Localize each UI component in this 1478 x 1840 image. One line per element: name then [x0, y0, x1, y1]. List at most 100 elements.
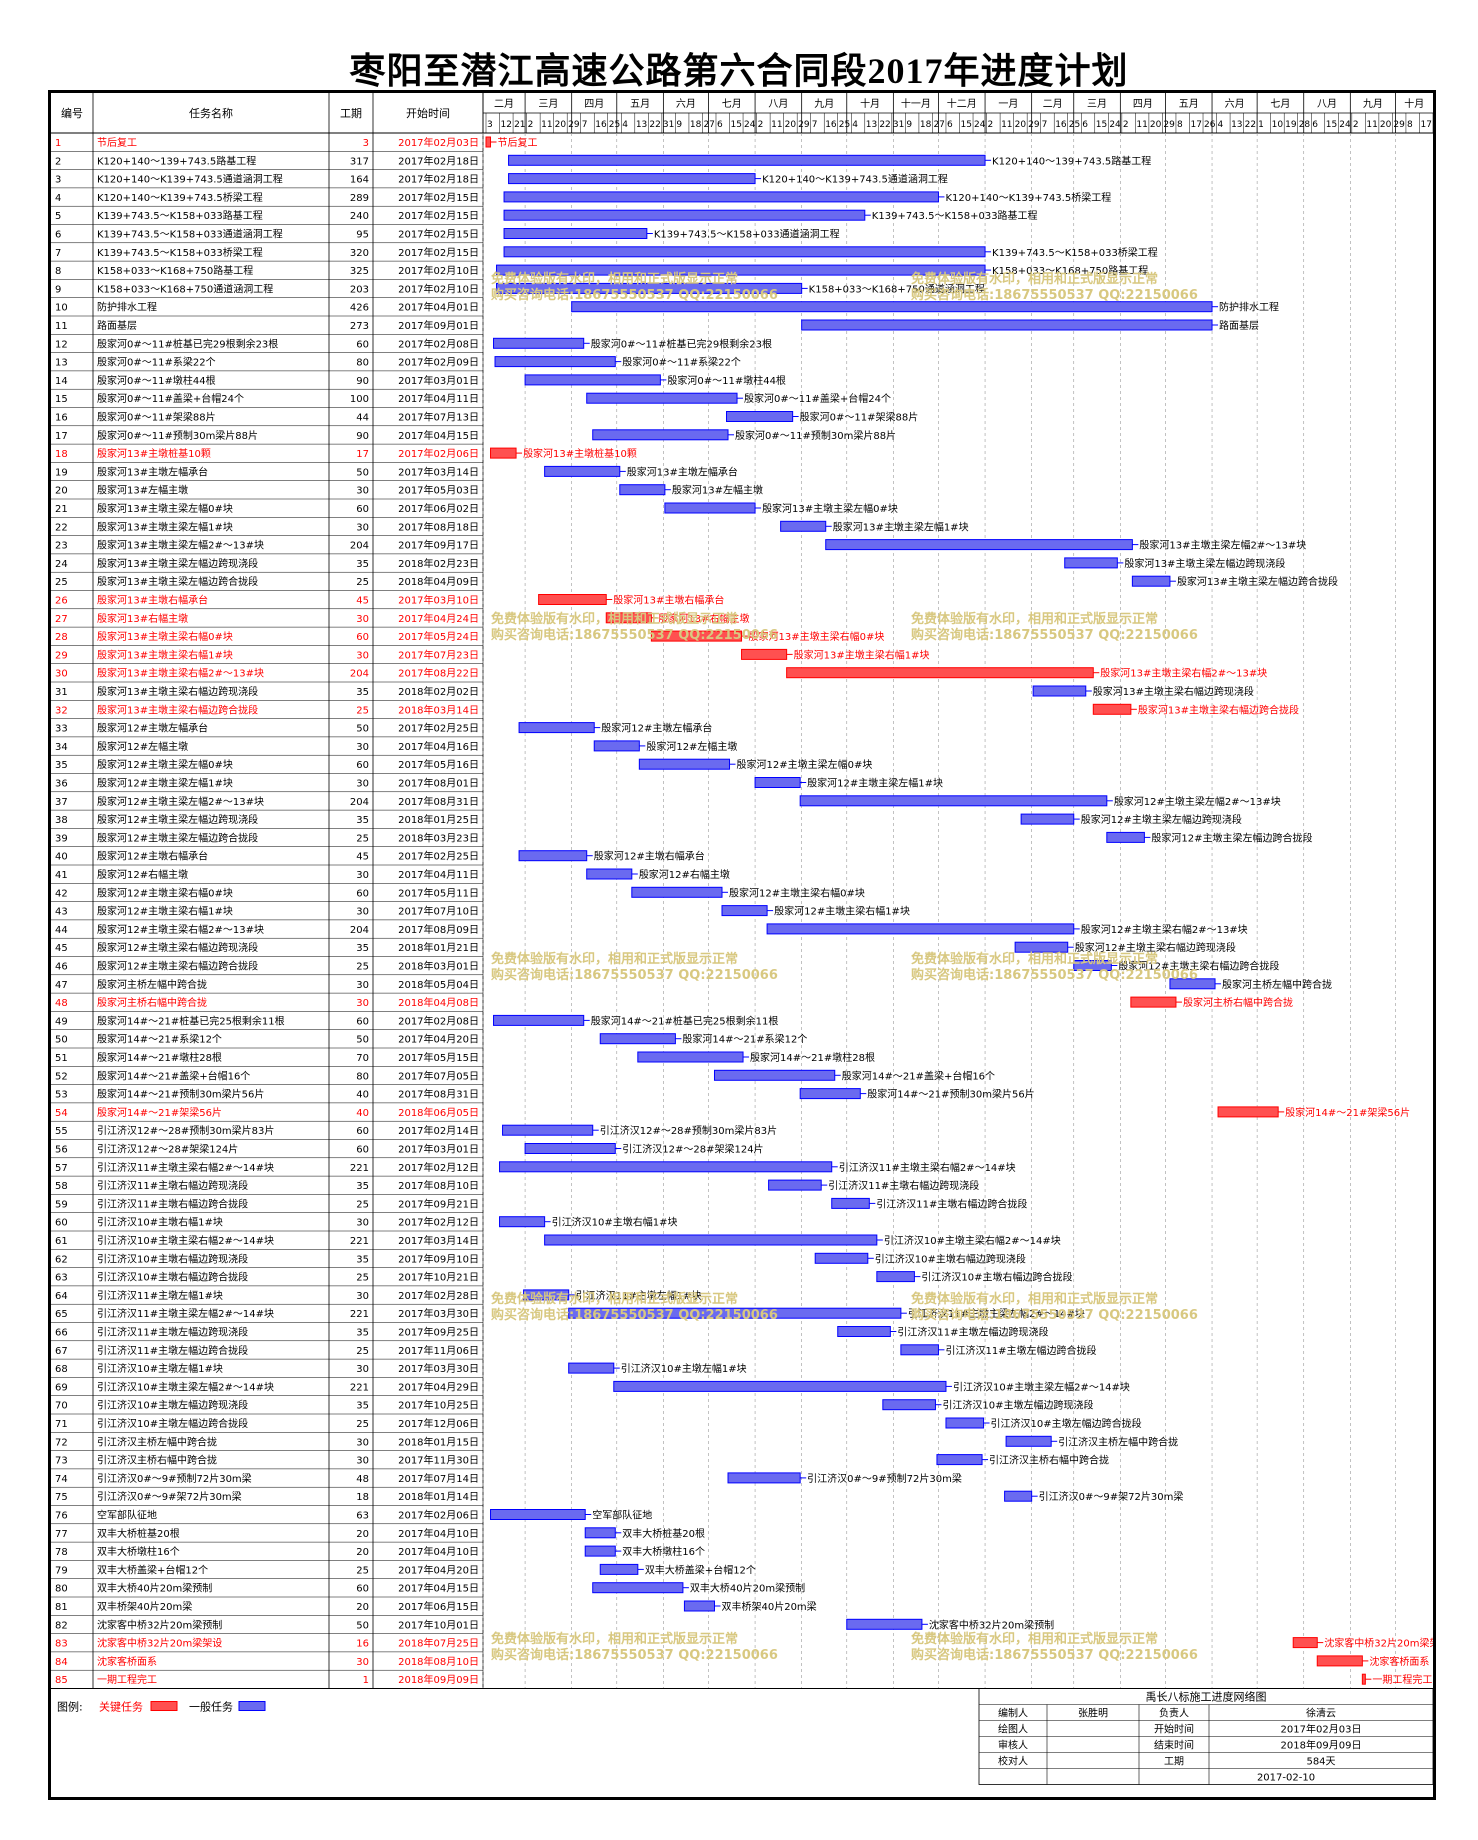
task-id: 20 [55, 486, 68, 497]
gantt-bar [592, 429, 729, 441]
task-start: 2018年02月02日 [398, 685, 479, 698]
gantt-bar [1064, 557, 1118, 569]
legend-critical-swatch [150, 1701, 178, 1711]
task-start: 2017年05月03日 [398, 484, 479, 497]
month-label: 八月 [1317, 98, 1337, 110]
gantt-bar-label: 引江济汉主桥右幅中跨合拢 [989, 1454, 1109, 1467]
task-id: 40 [55, 852, 68, 863]
day-tick-label: 11 [541, 120, 552, 130]
task-duration: 25 [356, 1199, 369, 1210]
task-id: 75 [55, 1492, 68, 1503]
task-id: 15 [55, 394, 68, 405]
task-start: 2017年02月28日 [398, 1289, 479, 1302]
task-name: 引江济汉10#主墩左幅1#块 [97, 1362, 223, 1375]
task-name: 引江济汉10#主墩左幅边跨现浇段 [97, 1399, 248, 1412]
task-id: 72 [55, 1437, 68, 1448]
task-duration: 30 [356, 1437, 369, 1448]
column-header: 任务名称 [189, 106, 233, 120]
gantt-bar [485, 136, 492, 148]
info-table-cell: 校对人 [998, 1755, 1028, 1768]
task-start: 2017年07月05日 [398, 1069, 479, 1082]
day-tick-label: 2 [988, 120, 994, 130]
task-start: 2017年02月06日 [398, 447, 479, 460]
gantt-bar-label: 引江济汉11#主墩左幅边跨合拢段 [945, 1344, 1096, 1357]
gantt-bar [584, 1545, 616, 1557]
task-start: 2017年02月15日 [398, 246, 479, 259]
task-name: K120+140～K139+743.5通道涵洞工程 [97, 173, 283, 186]
gantt-frame: 编号 任务名称 工期 开始时间 二月 3 12 21 三月 2 11 20 29 四月 7 16 25 五月 4 13… [48, 90, 1454, 1800]
task-name: 引江济汉0#～9#预制72片30m梁 [97, 1472, 252, 1485]
task-duration: 35 [356, 687, 369, 698]
gantt-bar [936, 1454, 983, 1466]
gantt-bar-label: 殷家河13#左幅主墩 [672, 484, 763, 497]
gantt-bar [876, 1271, 915, 1283]
day-tick-label: 6 [717, 120, 723, 130]
task-id: 42 [55, 888, 68, 899]
gantt-bar-label: K120+140～K139+743.5桥梁工程 [945, 191, 1111, 204]
task-start: 2018年01月25日 [398, 813, 479, 826]
task-id: 65 [55, 1309, 68, 1320]
month-label: 九月 [1363, 98, 1383, 110]
day-tick-label: 2 [758, 120, 764, 130]
gantt-bar-label: 引江济汉11#主墩主梁右幅2#～14#块 [839, 1161, 1016, 1174]
task-duration: 289 [350, 193, 369, 204]
task-duration: 30 [356, 870, 369, 881]
gantt-bar [1106, 831, 1145, 843]
task-id: 80 [55, 1584, 68, 1595]
month-label: 四月 [1133, 98, 1153, 110]
task-id: 8 [55, 266, 61, 277]
day-tick-label: 7 [812, 120, 818, 130]
task-id: 64 [55, 1291, 68, 1302]
task-id: 4 [55, 193, 61, 204]
task-duration: 204 [350, 669, 369, 680]
gantt-bar-label: 引江济汉10#主墩右幅1#块 [552, 1216, 678, 1229]
task-id: 50 [55, 1035, 68, 1046]
gantt-bar-label: 引江济汉11#主墩右幅边跨现浇段 [828, 1179, 979, 1192]
gantt-bar [499, 1216, 546, 1228]
gantt-bar-label: 殷家河12#主墩主梁左幅0#块 [737, 758, 873, 771]
task-start: 2017年02月14日 [398, 1124, 479, 1137]
task-name: 殷家河12#主墩主梁左幅2#～13#块 [97, 795, 264, 808]
gantt-bar-label: 节后复工 [498, 136, 538, 149]
task-id: 25 [55, 577, 68, 588]
task-id: 46 [55, 962, 68, 973]
gantt-bar [1032, 685, 1087, 697]
gantt-bar-label: 双丰桥架40片20m梁 [721, 1600, 816, 1613]
day-tick-label: 27 [933, 120, 944, 130]
task-id: 41 [55, 870, 68, 881]
task-name: 引江济汉主桥右幅中跨合拢 [97, 1454, 217, 1467]
task-start: 2017年04月11日 [398, 392, 479, 405]
task-start: 2017年02月03日 [398, 136, 479, 149]
task-start: 2018年03月01日 [398, 960, 479, 973]
task-start: 2017年07月23日 [398, 648, 479, 661]
task-id: 45 [55, 943, 68, 954]
task-start: 2017年08月31日 [398, 795, 479, 808]
task-id: 19 [55, 467, 68, 478]
gantt-bar [493, 337, 585, 349]
task-start: 2017年02月15日 [398, 191, 479, 204]
task-id: 2 [55, 156, 61, 167]
task-duration: 35 [356, 1328, 369, 1339]
task-duration: 426 [350, 303, 369, 314]
task-start: 2017年09月17日 [398, 539, 479, 552]
gantt-bar-label: 引江济汉10#主墩左幅1#块 [621, 1362, 747, 1375]
gantt-bar-label: 殷家河12#主墩主梁左幅边跨合拢段 [1151, 831, 1312, 844]
task-start: 2018年07月25日 [398, 1637, 479, 1650]
info-table-cell: 负责人 [1159, 1707, 1189, 1720]
task-id: 38 [55, 815, 68, 826]
gantt-bar [825, 539, 1133, 551]
task-id: 14 [55, 376, 68, 387]
watermark-text: 购买咨询电话:18675550537 QQ:22150066 [911, 967, 1198, 983]
task-name: 殷家河0#～11#盖梁+台帽24个 [97, 392, 244, 405]
gantt-bar [544, 1234, 878, 1246]
gantt-bar-label: 殷家河12#主墩主梁右幅0#块 [729, 886, 865, 899]
task-name: 殷家河0#～11#桩基已完29根剩余23根 [97, 337, 278, 350]
task-name: 殷家河主桥右幅中跨合拢 [97, 996, 207, 1009]
watermark-text: 购买咨询电话:18675550537 QQ:22150066 [911, 287, 1198, 303]
task-name: 沈家客中桥32片20m梁架设 [97, 1637, 222, 1650]
task-duration: 204 [350, 925, 369, 936]
legend-normal-label: 一般任务 [189, 1701, 233, 1714]
task-name: 双丰大桥盖梁+台帽12个 [97, 1563, 208, 1576]
task-name: 殷家河13#主墩主梁左幅1#块 [97, 520, 233, 533]
task-start: 2017年04月15日 [398, 1582, 479, 1595]
